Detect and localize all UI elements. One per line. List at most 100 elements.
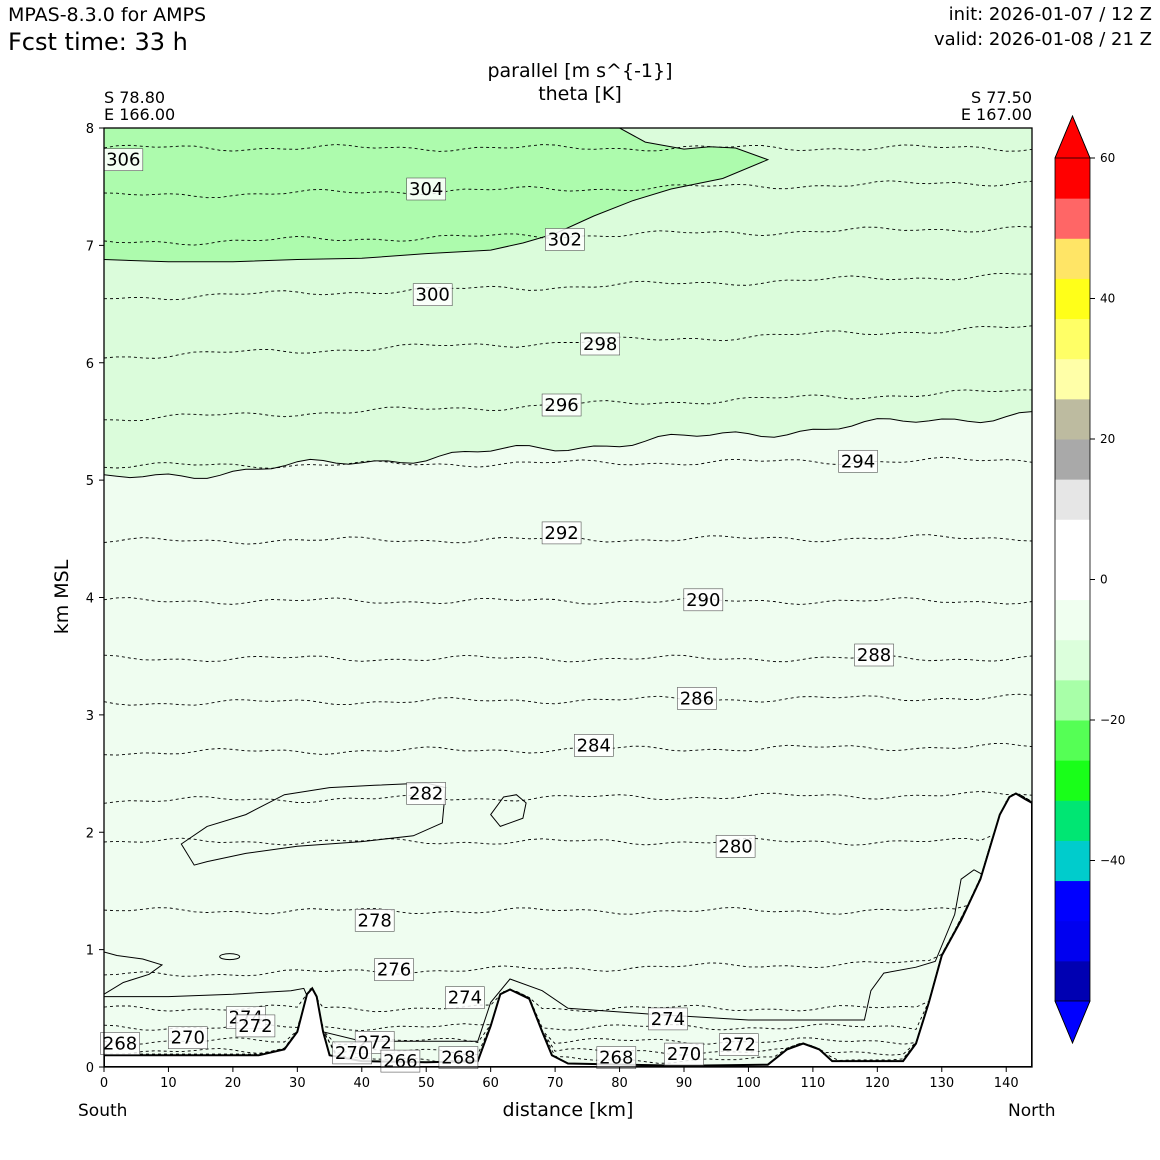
- contour-label-272: 272: [235, 1014, 276, 1038]
- theta-contour-302: [104, 226, 1032, 246]
- x-tick-label: 90: [676, 1076, 693, 1091]
- wind-contour-7km: [104, 128, 770, 263]
- contour-label-box: [718, 1033, 759, 1056]
- y-tick-label: 5: [86, 474, 94, 489]
- contour-label-274: 274: [648, 1007, 688, 1031]
- contour-label-text: 272: [722, 1035, 756, 1056]
- contour-label-306: 306: [103, 148, 144, 171]
- colorbar-tick-label: −40: [1100, 854, 1125, 868]
- contour-label-box: [854, 643, 894, 667]
- contour-label-box: [332, 1041, 372, 1065]
- x-tick-label: 110: [800, 1076, 825, 1091]
- contour-label-text: 296: [544, 395, 578, 416]
- theta-contour-290: [104, 597, 1032, 605]
- colorbar-tick-label: −20: [1100, 713, 1125, 727]
- contour-label-290: 290: [683, 588, 724, 612]
- contour-label-box: [541, 393, 582, 417]
- contour-label-268: 268: [438, 1046, 479, 1069]
- contour-label-box: [412, 283, 453, 307]
- theta-contour-270: [104, 793, 1032, 1046]
- left-lon: E 166.00: [104, 105, 176, 124]
- colorbar-segment: [1055, 720, 1090, 761]
- contour-label-text: 304: [409, 179, 443, 200]
- contour-label-text: 268: [103, 1034, 137, 1055]
- colorbar-over-arrow: [1054, 114, 1091, 159]
- contour-label-text: 274: [651, 1009, 685, 1030]
- colorbar-segment: [1055, 158, 1090, 199]
- contour-label-274: 274: [445, 986, 485, 1010]
- contour-label-text: 280: [718, 836, 752, 857]
- theta-contour-286: [104, 693, 1032, 706]
- contour-label-text: 286: [680, 688, 714, 709]
- contour-label-box: [838, 449, 878, 473]
- init-time: init: 2026-01-07 / 12 Z: [948, 4, 1152, 25]
- x-tick-label: 30: [289, 1076, 306, 1091]
- colorbar-segment: [1055, 639, 1090, 681]
- colorbar-segment: [1055, 398, 1090, 440]
- contour-label-text: 270: [667, 1044, 701, 1065]
- contour-label-text: 270: [171, 1028, 205, 1049]
- x-tick-label: 20: [225, 1076, 242, 1091]
- x-tick-label: 60: [482, 1076, 499, 1091]
- right-lat: S 77.50: [970, 88, 1032, 107]
- colorbar-segment: [1055, 479, 1090, 520]
- contour-label-text: 306: [106, 150, 140, 171]
- x-tick-label: 80: [611, 1076, 628, 1091]
- contour-label-302: 302: [544, 228, 585, 251]
- contour-label-270: 270: [168, 1026, 208, 1049]
- theta-contour-292: [104, 534, 1032, 545]
- contour-label-266: 266: [380, 1049, 421, 1073]
- left-endpoint: S 78.80 E 166.00: [104, 89, 175, 123]
- contour-label-text: 270: [335, 1043, 369, 1064]
- contour-label-box: [648, 1007, 688, 1031]
- colorbar-segment: [1055, 880, 1090, 922]
- y-tick-label: 6: [86, 357, 94, 372]
- wind-contour-5km: [104, 411, 1032, 479]
- model-title: MPAS-8.3.0 for AMPS: [8, 4, 207, 26]
- contour-label-box: [100, 1032, 140, 1055]
- contour-label-box: [683, 588, 724, 612]
- colorbar-segment: [1055, 920, 1090, 962]
- contour-label-280: 280: [715, 834, 756, 858]
- colorbar-under-arrow: [1054, 1000, 1091, 1045]
- right-lon: E 167.00: [960, 105, 1032, 124]
- colorbar-segment: [1055, 800, 1090, 841]
- contour-label-296: 296: [541, 393, 582, 417]
- forecast-time: Fcst time: 33 h: [8, 28, 188, 56]
- colorbar-segment: [1055, 358, 1090, 400]
- contour-label-box: [354, 908, 395, 932]
- terrain-profile: [104, 792, 1032, 1067]
- x-tick-label: 130: [929, 1076, 954, 1091]
- contour-label-300: 300: [412, 283, 453, 307]
- y-tick-label: 7: [86, 239, 94, 254]
- contour-label-box: [573, 734, 614, 757]
- theta-contour-278: [104, 793, 1032, 915]
- y-tick-label: 8: [86, 122, 94, 137]
- x-tick-label: 120: [865, 1076, 890, 1091]
- colorbar-tick-label: 0: [1100, 573, 1108, 587]
- contour-label-text: 274: [448, 988, 482, 1009]
- contour-label-284: 284: [573, 734, 614, 757]
- colorbar-segment: [1055, 519, 1090, 560]
- contour-label-box: [596, 1046, 637, 1069]
- colorbar-segment: [1055, 679, 1090, 721]
- contour-label-box: [664, 1042, 704, 1066]
- contour-label-270: 270: [332, 1041, 372, 1065]
- theta-contour-268: [104, 793, 1032, 1056]
- contour-label-272: 272: [718, 1033, 759, 1056]
- contour-label-text: 290: [686, 590, 720, 611]
- contour-label-286: 286: [677, 687, 717, 710]
- x-axis-label: distance [km]: [502, 1099, 634, 1121]
- wind-contour-small-ring: [219, 953, 241, 961]
- contour-label-box: [580, 332, 621, 356]
- contour-label-text: 288: [857, 645, 891, 666]
- contour-label-268: 268: [596, 1046, 637, 1069]
- x-tick-label: 0: [100, 1076, 108, 1091]
- colorbar-segment: [1055, 559, 1090, 601]
- contour-label-294: 294: [838, 449, 878, 473]
- theta-contour-266: [104, 793, 1032, 1064]
- contour-label-text: 298: [583, 334, 617, 355]
- colorbar-segment: [1055, 198, 1090, 239]
- contour-label-box: [715, 834, 756, 858]
- axes: 0 10 20 30 40 50 60 70 80 90 100 110 120 130 140 0 1 2 3 4 5…: [86, 122, 1019, 1091]
